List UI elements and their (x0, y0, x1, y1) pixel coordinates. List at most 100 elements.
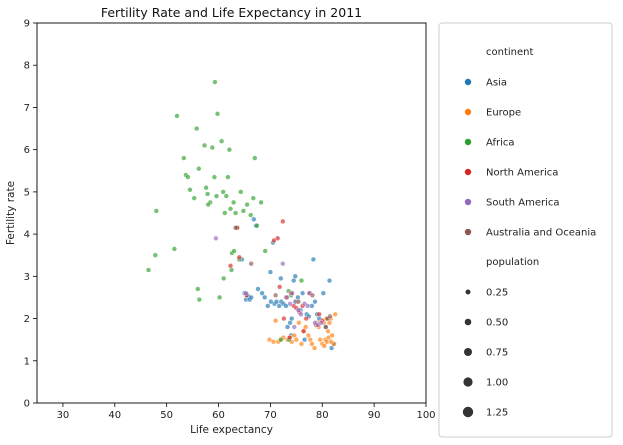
data-point-australia-and-oceania (323, 324, 329, 330)
y-tick-label: 2 (24, 314, 30, 325)
data-point-africa (226, 147, 233, 153)
y-tick-label: 6 (24, 145, 30, 156)
data-point-australia-and-oceania (273, 292, 279, 298)
data-point-europe (266, 337, 273, 343)
legend-label-asia: Asia (486, 78, 507, 89)
data-point-europe (317, 337, 323, 343)
data-point-europe (305, 332, 311, 339)
data-point-africa (201, 142, 208, 149)
y-axis-title: Fertility rate (5, 181, 17, 245)
data-point-africa (214, 111, 221, 117)
data-point-south-america (295, 307, 302, 313)
x-axis: 30 40 50 60 70 80 90 100 (57, 403, 436, 421)
data-point-africa (171, 246, 178, 252)
data-point-africa (152, 252, 158, 258)
data-point-africa (227, 206, 234, 212)
data-point-africa (213, 193, 220, 199)
data-point-south-america (213, 235, 219, 241)
data-point-australia-and-oceania (309, 292, 316, 298)
data-point-asia (329, 345, 335, 351)
legend-size-marker (463, 377, 473, 387)
data-point-asia (284, 324, 291, 330)
data-point-europe (291, 332, 297, 339)
data-point-north-america (280, 218, 286, 225)
data-point-africa (225, 174, 231, 180)
legend-hue-title: continent (486, 47, 533, 58)
y-tick-label: 3 (24, 272, 30, 283)
data-point-europe (296, 320, 302, 326)
data-point-south-america (287, 301, 293, 307)
data-point-asia (278, 275, 284, 282)
data-point-africa (231, 248, 237, 254)
data-point-africa (223, 193, 229, 199)
data-point-asia (300, 290, 306, 296)
x-tick-label: 70 (264, 410, 277, 421)
y-tick-label: 0 (24, 399, 30, 410)
data-point-africa (181, 155, 187, 161)
data-point-europe (328, 339, 334, 345)
data-point-europe (321, 343, 327, 349)
plot-area-frame (36, 22, 427, 404)
data-point-asia (320, 290, 326, 296)
data-point-europe (293, 337, 299, 343)
x-tick-label: 40 (108, 410, 121, 421)
data-point-africa (191, 195, 197, 201)
data-point-asia (274, 299, 280, 305)
data-point-europe (311, 345, 318, 351)
data-point-africa (187, 187, 193, 193)
data-point-africa (203, 185, 209, 191)
data-point-europe (273, 318, 279, 324)
data-point-north-america (236, 254, 242, 260)
chart-title: Fertility Rate and Life Expectancy in 20… (101, 5, 362, 20)
legend-marker-europe (464, 108, 472, 116)
data-point-asia (283, 303, 289, 309)
data-point-africa (205, 202, 211, 208)
data-point-europe (270, 339, 277, 345)
data-point-africa (195, 286, 201, 292)
data-point-africa (145, 267, 152, 273)
data-point-asia (295, 294, 301, 301)
x-axis-title: Life expectancy (190, 424, 273, 436)
data-point-europe (309, 341, 315, 347)
data-point-africa (174, 113, 180, 119)
data-point-north-america (287, 335, 293, 341)
data-point-africa (196, 297, 202, 303)
legend-marker-africa (464, 138, 472, 146)
data-point-africa (209, 145, 215, 151)
data-point-north-america (277, 284, 283, 290)
data-point-africa (298, 278, 305, 284)
legend-size-marker (464, 348, 472, 356)
data-point-australia-and-oceania (248, 261, 254, 267)
data-point-africa (254, 223, 260, 229)
data-point-africa (248, 212, 254, 218)
data-point-africa (233, 210, 239, 216)
data-point-north-america (303, 316, 309, 322)
data-point-africa (221, 275, 227, 282)
data-point-south-america (305, 303, 311, 309)
data-point-south-america (284, 294, 290, 301)
data-point-africa (205, 191, 211, 197)
y-tick-label: 7 (24, 103, 30, 114)
legend-label-north-america: North America (486, 168, 558, 179)
legend-box (438, 22, 613, 438)
data-point-africa (228, 267, 235, 273)
data-point-africa (231, 199, 237, 206)
data-point-asia (326, 278, 333, 284)
x-tick-label: 50 (160, 410, 173, 421)
data-point-asia (276, 303, 282, 309)
data-point-north-america (281, 316, 287, 322)
y-tick-label: 9 (24, 19, 30, 30)
data-point-africa (220, 189, 226, 195)
data-point-south-america (291, 324, 297, 330)
data-points (145, 79, 338, 351)
legend-marker-south-america (464, 198, 472, 206)
data-point-asia (262, 294, 268, 301)
legend-marker-asia (464, 78, 472, 86)
data-point-africa (240, 208, 247, 214)
data-point-australia-and-oceania (295, 299, 302, 305)
y-tick-label: 8 (24, 61, 30, 72)
data-point-africa (219, 138, 225, 144)
legend-size-label: 1.00 (486, 378, 508, 389)
data-point-north-america (275, 235, 281, 241)
